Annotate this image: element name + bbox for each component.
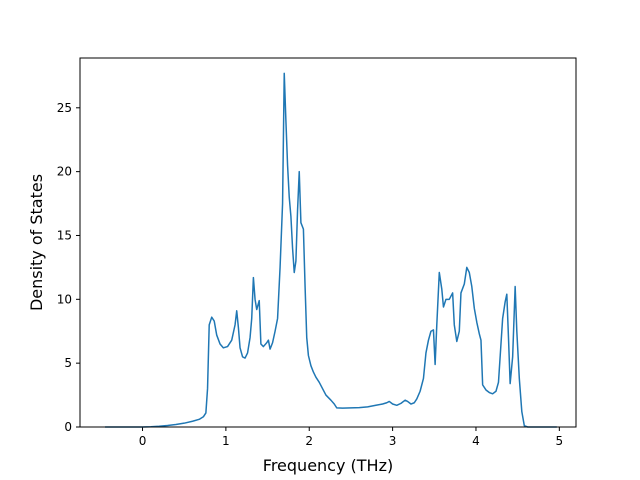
x-tick-label: 5	[556, 434, 564, 448]
x-tick-label: 2	[305, 434, 313, 448]
y-tick-label: 5	[64, 356, 72, 370]
dos-line	[105, 72, 557, 428]
y-tick-label: 10	[57, 292, 72, 306]
x-tick-label: 4	[472, 434, 480, 448]
x-axis-label: Frequency (THz)	[263, 456, 393, 475]
y-tick-label: 0	[64, 420, 72, 434]
axes-frame	[79, 57, 577, 428]
series-layer	[105, 72, 557, 428]
tick-layer: 0 1 2 3 4 5 0 5 10 15 20 25	[57, 101, 563, 448]
y-axis-label: Density of States	[27, 174, 46, 311]
x-tick-label: 0	[139, 434, 147, 448]
x-tick-label: 1	[222, 434, 230, 448]
x-tick-label: 3	[389, 434, 397, 448]
y-tick-label: 25	[57, 101, 72, 115]
y-tick-label: 20	[57, 165, 72, 179]
y-tick-label: 15	[57, 228, 72, 242]
